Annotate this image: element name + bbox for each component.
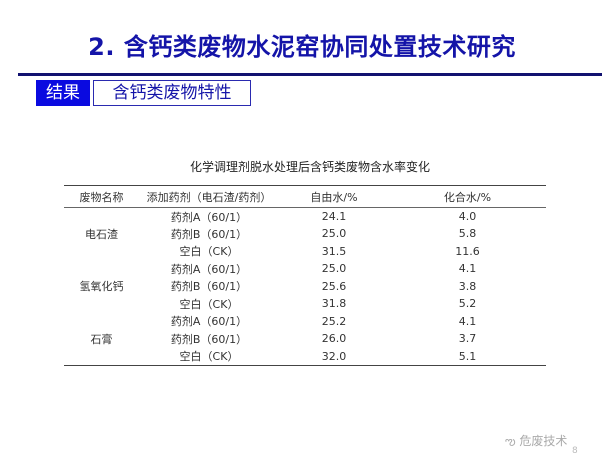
table-header-row: 废物名称 添加药剂（电石渣/药剂） 自由水/% 化合水/% [64,185,546,208]
free-water-cell: 26.0 [321,332,347,346]
combined-water-cell: 11.6 [455,244,480,258]
table-row: 空白（CK） 32.0 5.1 [64,348,546,365]
free-water-cell: 32.0 [321,349,347,363]
reagent-cell: 空白（CK） [179,350,239,363]
free-water-cell: 25.0 [321,262,347,276]
col-header-reagent: 添加药剂（电石渣/药剂） [146,190,272,204]
free-water-cell: 31.5 [321,244,347,258]
combined-water-cell: 4.1 [458,314,477,328]
slide-title: 2. 含钙类废物水泥窑协同处置技术研究 [88,33,516,61]
combined-water-cell: 5.8 [458,227,477,241]
combined-water-cell: 4.0 [458,210,477,223]
watermark-text: 危废技术 [519,434,568,448]
reagent-cell: 药剂B（60/1） [170,280,248,294]
waste-name: 电石渣 [85,228,118,241]
reagent-cell: 药剂A（60/1） [170,210,248,224]
col-header-waste: 废物名称 [79,190,124,204]
wechat-icon: ఌ [505,434,516,448]
section-subtitle: 含钙类废物特性 [93,80,251,106]
reagent-cell: 空白（CK） [179,245,239,259]
free-water-cell: 31.8 [321,297,347,311]
table-row: 药剂B（60/1） 25.6 3.8 [64,278,546,296]
title-divider [18,73,602,76]
combined-water-cell: 4.1 [458,262,477,276]
reagent-cell: 药剂B（60/1） [170,227,248,241]
table-row: 电石渣 药剂A（60/1） 24.1 4.0 [64,208,546,241]
combined-water-cell: 3.8 [458,279,477,293]
combined-water-cell: 3.7 [458,332,477,346]
combined-water-cell: 5.2 [458,297,477,311]
page-number: 8 [572,446,578,456]
water-content-table: 废物名称 添加药剂（电石渣/药剂） 自由水/% 化合水/% 电石渣药剂A（60/… [64,185,546,366]
free-water-cell: 24.1 [321,210,347,223]
table-row: 空白（CK） 31.8 5.2 [64,295,546,313]
free-water-cell: 25.0 [321,227,347,241]
waste-name: 氢氧化钙 [79,280,124,294]
table-caption: 化学调理剂脱水处理后含钙类废物含水率变化 [189,160,430,174]
table-row: 药剂B（60/1） 26.0 3.7 [64,330,546,348]
free-water-cell: 25.2 [321,314,347,328]
free-water-cell: 25.6 [321,279,347,293]
combined-water-cell: 5.1 [458,349,477,363]
table-row: 石膏 药剂A（60/1） 25.2 4.1 [64,313,546,346]
reagent-cell: 空白（CK） [179,297,239,311]
table-row: 药剂B（60/1） 25.0 5.8 [64,225,546,243]
col-header-combined-water: 化合水/% [443,190,492,204]
table-row: 空白（CK） 31.5 11.6 [64,243,546,261]
reagent-cell: 药剂A（60/1） [170,262,248,276]
section-badge: 结果 [36,80,90,106]
waste-name: 石膏 [90,332,113,346]
watermark: ఌ 危废技术 [505,432,567,451]
reagent-cell: 药剂A（60/1） [170,315,248,329]
reagent-cell: 药剂B（60/1） [170,332,248,346]
col-header-free-water: 自由水/% [310,190,358,204]
table-row: 氢氧化钙 药剂A（60/1） 25.0 4.1 [64,260,546,293]
